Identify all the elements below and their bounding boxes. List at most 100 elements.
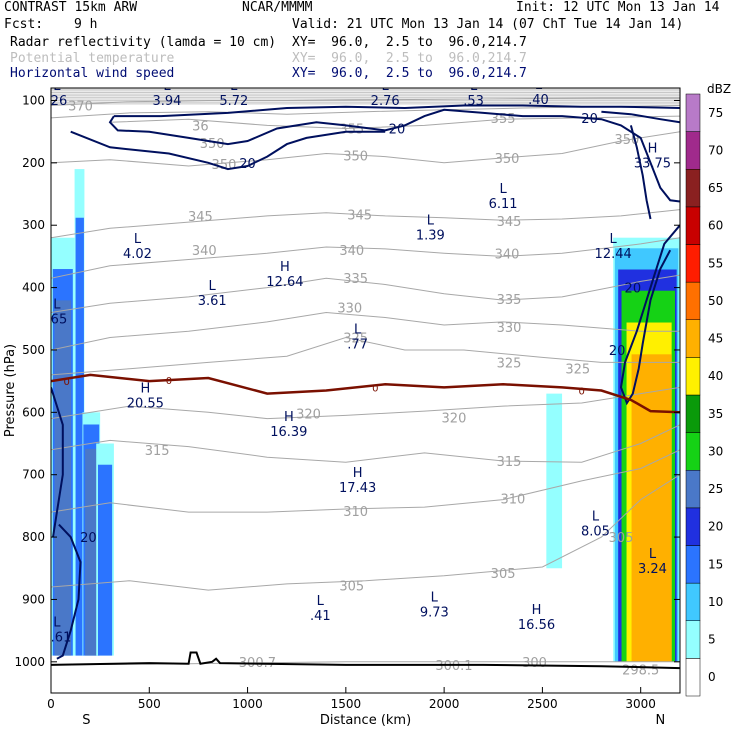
freezing-line bbox=[51, 373, 680, 414]
colorbar-label-60: 60 bbox=[708, 219, 723, 233]
colorbar-swatch-35 bbox=[685, 394, 701, 433]
y-tick-label-400: 400 bbox=[22, 281, 45, 295]
field-reflectivity-name: Radar reflectivity (lamda = 10 cm) bbox=[10, 35, 277, 50]
hl-marker-17: H bbox=[353, 466, 363, 481]
theta-label-325-2: 325 bbox=[565, 363, 590, 378]
wind-contour-3 bbox=[601, 110, 680, 124]
theta-label-310-1: 310 bbox=[501, 492, 526, 507]
hl-value-7: 6.11 bbox=[489, 197, 518, 212]
field-wind-name: Horizontal wind speed bbox=[10, 66, 175, 81]
reflectivity-cell-3-dbz-15 bbox=[97, 464, 113, 656]
theta-label-370-0: 370 bbox=[68, 99, 93, 114]
colorbar-label-65: 65 bbox=[708, 181, 723, 195]
field-reflectivity-xy: XY= 96.0, 2.5 to 96.0,214.7 bbox=[292, 35, 527, 50]
theta-label-330-0: 330 bbox=[337, 302, 362, 317]
theta-label-300-3: 298.5 bbox=[622, 663, 659, 678]
theta-contour-310 bbox=[51, 449, 680, 513]
field-theta-name: Potential temperature bbox=[10, 51, 175, 66]
colorbar-swatch-0 bbox=[685, 658, 701, 697]
colorbar-label-25: 25 bbox=[708, 482, 723, 496]
hl-marker-0: L bbox=[53, 79, 61, 94]
colorbar-swatch-50 bbox=[685, 281, 701, 320]
hl-marker-5: L bbox=[535, 78, 543, 93]
hl-marker-4: L bbox=[470, 79, 478, 94]
theta-label-330-1: 330 bbox=[497, 321, 522, 336]
y-tick-label-600: 600 bbox=[22, 405, 45, 419]
theta-label-305-1: 305 bbox=[491, 567, 516, 582]
hl-value-15: 20.55 bbox=[127, 397, 164, 412]
x-tick-label-2500: 2500 bbox=[527, 697, 558, 711]
hl-marker-18: L bbox=[592, 510, 600, 525]
wind-contour-7 bbox=[56, 523, 82, 660]
wind-contour-4 bbox=[629, 125, 652, 220]
reflectivity-cell-1-dbz-15 bbox=[75, 217, 84, 656]
colorbar-swatch-30 bbox=[685, 432, 701, 471]
colorbar-swatch-40 bbox=[685, 357, 701, 396]
theta-contour-320 bbox=[51, 386, 680, 420]
y-tick-label-300: 300 bbox=[22, 218, 45, 232]
colorbar-label-30: 30 bbox=[708, 444, 723, 458]
model-title: CONTRAST 15km ARW bbox=[4, 0, 138, 15]
theta-label-310-0: 310 bbox=[343, 505, 368, 520]
theta-label-350-1: 350 bbox=[343, 149, 368, 164]
wind-label-2-0: 20 bbox=[239, 157, 256, 172]
hl-marker-15: H bbox=[140, 382, 150, 397]
freezing-label-1: 0 bbox=[166, 376, 172, 387]
hl-value-12: 3.61 bbox=[198, 294, 227, 309]
hl-marker-12: L bbox=[209, 279, 217, 294]
colorbar-label-45: 45 bbox=[708, 332, 723, 346]
plot-frame bbox=[50, 87, 681, 694]
hl-marker-7: L bbox=[499, 182, 507, 197]
y-tick-label-1000: 1000 bbox=[14, 655, 45, 669]
colorbar-swatch-15 bbox=[685, 545, 701, 584]
freezing-label-0: 0 bbox=[64, 377, 70, 388]
wind-label-7-0: 20 bbox=[80, 531, 97, 546]
reflectivity-cell-2-dbz-25 bbox=[85, 448, 98, 656]
hl-value-19: 3.24 bbox=[638, 562, 667, 577]
theta-label-300-2: 300 bbox=[522, 656, 547, 671]
wind-label-5-0: 20 bbox=[625, 282, 642, 297]
theta-label-335-1: 335 bbox=[497, 293, 522, 308]
wind-contour-6 bbox=[51, 387, 64, 538]
hl-marker-20: L bbox=[317, 594, 325, 609]
reflectivity-cell-5-dbz-45 bbox=[631, 354, 672, 662]
theta-label-300-1: 300.1 bbox=[435, 659, 472, 674]
hl-value-18: 8.05 bbox=[581, 525, 610, 540]
theta-contour-305 bbox=[51, 474, 680, 591]
theta-contour-350 bbox=[51, 131, 680, 167]
reflectivity-cell-4-dbz-5 bbox=[546, 393, 563, 569]
hl-value-2: 5.72 bbox=[219, 94, 248, 109]
theta-label-320-1: 320 bbox=[442, 411, 467, 426]
theta-contour-355 bbox=[109, 115, 680, 130]
y-tick-label-500: 500 bbox=[22, 343, 45, 357]
theta-label-320-0: 320 bbox=[296, 408, 321, 423]
hl-value-0: .26 bbox=[47, 94, 68, 109]
theta-label-340-1: 340 bbox=[339, 244, 364, 259]
theta-label-315-1: 315 bbox=[497, 455, 522, 470]
y-tick-label-700: 700 bbox=[22, 468, 45, 482]
hl-value-11: 12.64 bbox=[266, 275, 303, 290]
hl-marker-3: L bbox=[382, 79, 390, 94]
hl-value-17: 17.43 bbox=[339, 481, 376, 496]
theta-label-345-0: 345 bbox=[188, 210, 213, 225]
colorbar-label-20: 20 bbox=[708, 520, 723, 534]
colorbar-swatch-25 bbox=[685, 470, 701, 509]
y-tick-label-200: 200 bbox=[22, 156, 45, 170]
theta-label-325-0: 325 bbox=[343, 331, 368, 346]
hl-marker-11: H bbox=[280, 260, 290, 275]
plot-area bbox=[51, 88, 680, 693]
hl-value-5: .40 bbox=[528, 93, 549, 108]
hl-value-10: 12.44 bbox=[595, 247, 632, 262]
colorbar-swatch-5 bbox=[685, 620, 701, 659]
theta-contour-340 bbox=[51, 237, 680, 279]
hl-marker-21: L bbox=[431, 591, 439, 606]
hl-marker-9: L bbox=[134, 232, 142, 247]
wind-label-1-1: 20 bbox=[581, 112, 598, 127]
y-tick-label-100: 100 bbox=[22, 93, 45, 107]
y-tick-label-800: 800 bbox=[22, 530, 45, 544]
hl-marker-1: L bbox=[163, 79, 171, 94]
theta-label-360-0: 36 bbox=[192, 119, 209, 134]
init-time: Init: 12 UTC Mon 13 Jan 14 bbox=[516, 0, 720, 15]
colorbar-label-5: 5 bbox=[708, 633, 716, 647]
center-name: NCAR/MMMM bbox=[242, 0, 313, 15]
